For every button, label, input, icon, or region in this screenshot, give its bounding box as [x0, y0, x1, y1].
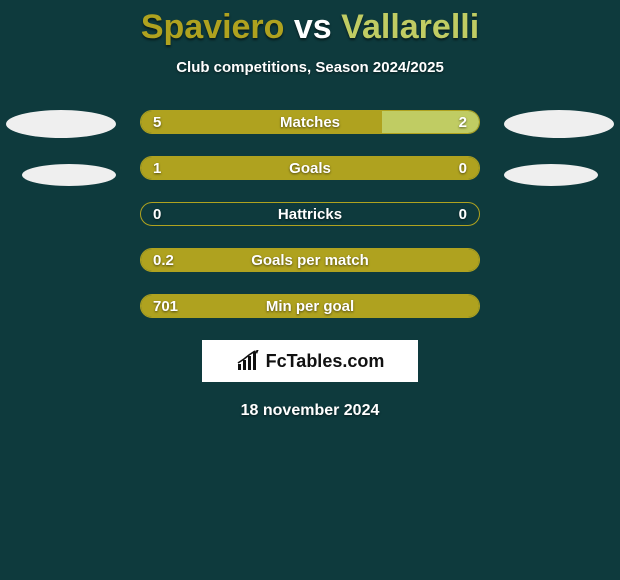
stat-row: 0.2Goals per match: [140, 248, 480, 272]
stat-label: Hattricks: [141, 203, 479, 225]
player2-name: Vallarelli: [341, 8, 479, 46]
player1-avatar-top: [6, 110, 116, 138]
stat-row: 5Matches2: [140, 110, 480, 134]
stat-right-value: 2: [459, 111, 467, 133]
date-stamp: 18 november 2024: [0, 402, 620, 420]
brand-badge[interactable]: FcTables.com: [202, 340, 418, 382]
stat-label: Goals per match: [141, 249, 479, 271]
player1-name: Spaviero: [141, 8, 285, 46]
stat-label: Goals: [141, 157, 479, 179]
stat-right-value: 0: [459, 157, 467, 179]
stat-right-value: 0: [459, 203, 467, 225]
player1-avatar-bottom: [22, 164, 116, 186]
stat-label: Min per goal: [141, 295, 479, 317]
stat-row: 1Goals0: [140, 156, 480, 180]
brand-name: FcTables.com: [266, 351, 385, 372]
vs-word: vs: [294, 8, 332, 46]
brand-chart-icon: [236, 350, 262, 372]
stat-bars: 5Matches21Goals00Hattricks00.2Goals per …: [140, 110, 480, 318]
page-title: Spaviero vs Vallarelli: [0, 0, 620, 47]
stat-row: 701Min per goal: [140, 294, 480, 318]
player2-avatar-top: [504, 110, 614, 138]
subtitle: Club competitions, Season 2024/2025: [0, 59, 620, 76]
player2-avatar-bottom: [504, 164, 598, 186]
stat-row: 0Hattricks0: [140, 202, 480, 226]
comparison-area: 5Matches21Goals00Hattricks00.2Goals per …: [0, 110, 620, 420]
stat-label: Matches: [141, 111, 479, 133]
